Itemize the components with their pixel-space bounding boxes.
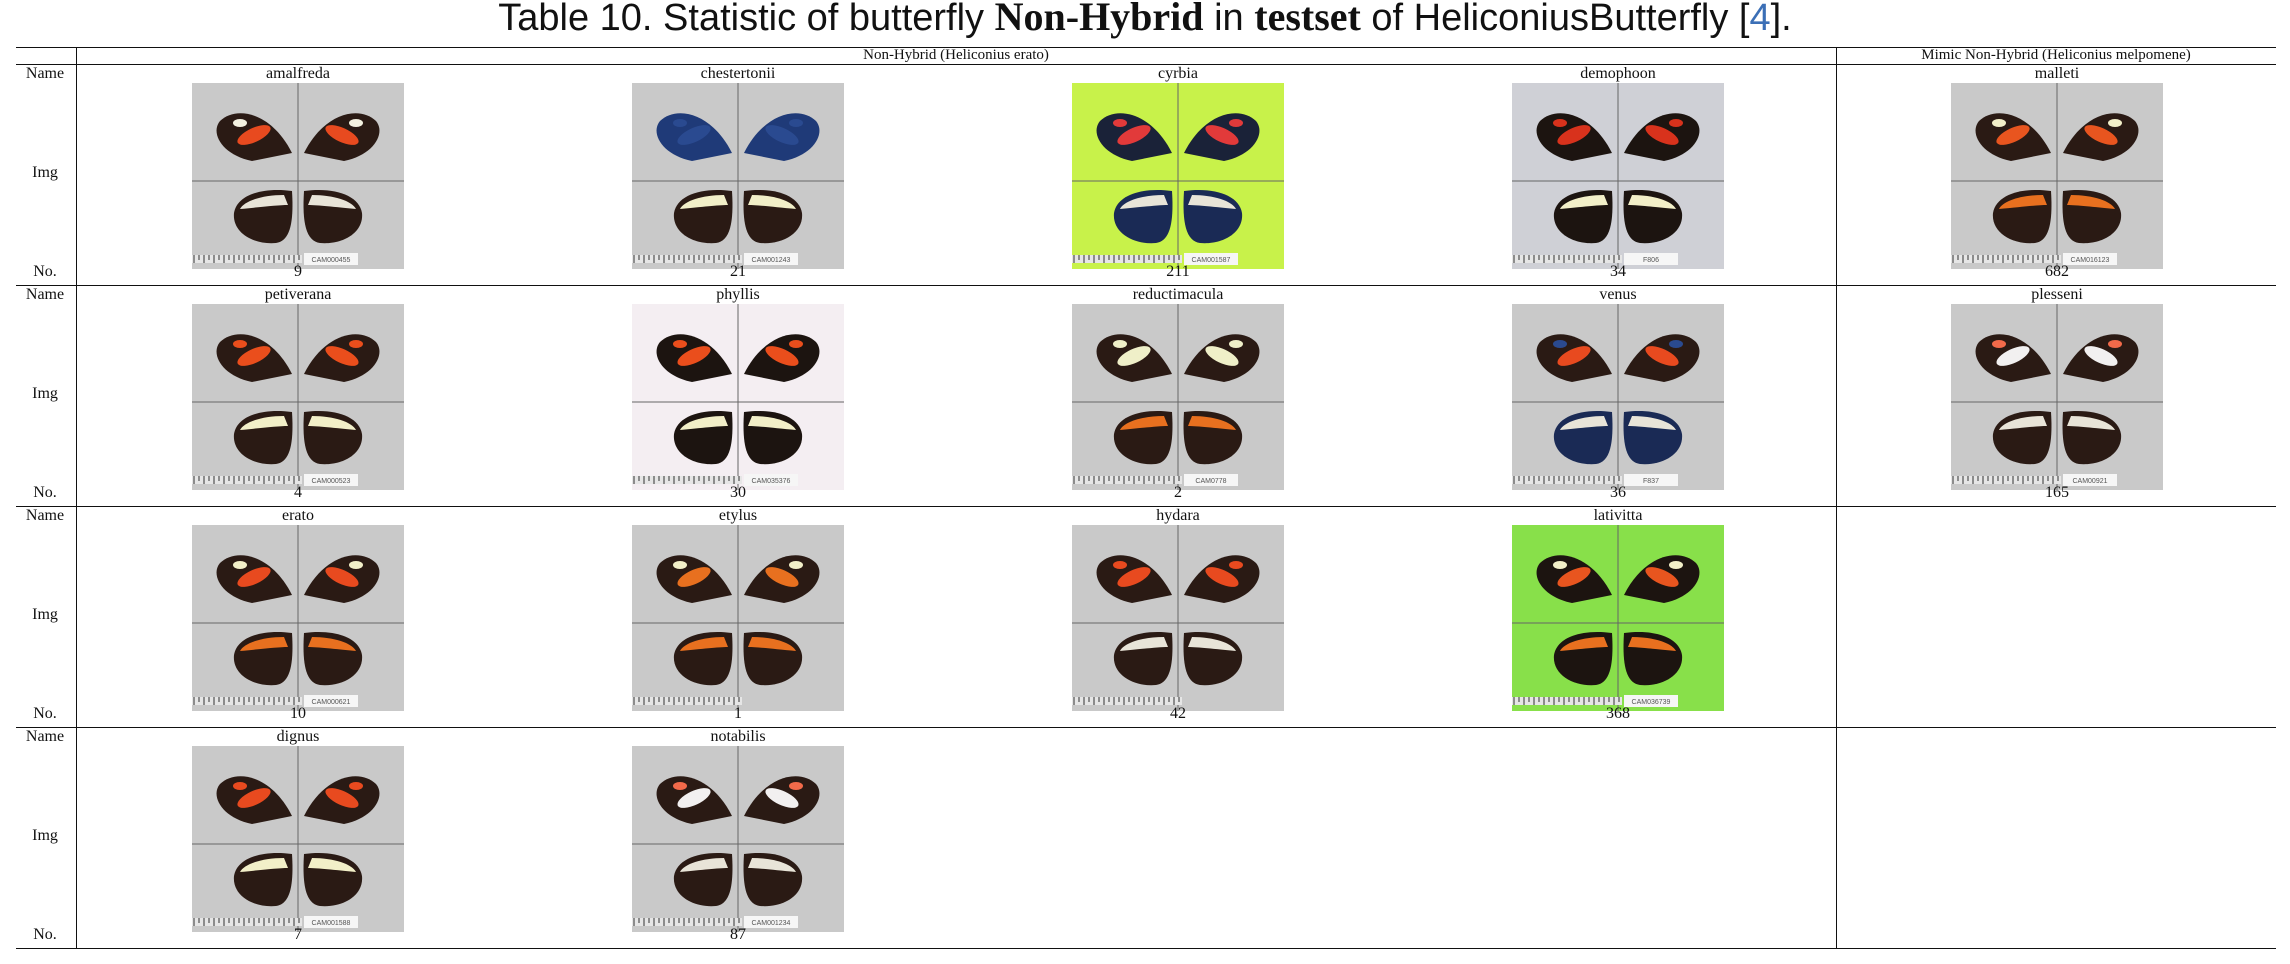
svg-text:CAM001587: CAM001587 — [1192, 257, 1231, 264]
species-name: dignus — [276, 728, 320, 745]
header-mimic-non-hybrid: Mimic Non-Hybrid (Heliconius melpomene) — [1921, 47, 2191, 63]
species-name: notabilis — [710, 728, 766, 745]
row-label-no: No. — [33, 926, 57, 943]
specimen-image: CAM001234 — [632, 746, 844, 932]
specimen-image: CAM035376 — [632, 304, 844, 490]
sample-count: 30 — [730, 484, 746, 501]
row-label-no: No. — [33, 263, 57, 280]
sample-count: 682 — [2045, 263, 2069, 280]
rule-row-2 — [16, 506, 2276, 507]
row-label-img: Img — [32, 606, 58, 623]
specimen-image: CAM016123 — [1951, 83, 2163, 269]
sample-count: 34 — [1610, 263, 1626, 280]
species-name: petiverana — [264, 286, 332, 303]
specimen-image: CAM001243 — [632, 83, 844, 269]
species-name: cyrbia — [1158, 65, 1198, 82]
sample-count: 1 — [734, 705, 742, 722]
sample-count: 2 — [1174, 484, 1182, 501]
svg-text:CAM001234: CAM001234 — [752, 920, 791, 927]
row-label-img: Img — [32, 164, 58, 181]
svg-text:CAM00921: CAM00921 — [2072, 478, 2107, 485]
sample-count: 7 — [294, 926, 302, 943]
sample-count: 9 — [294, 263, 302, 280]
specimen-image: F837 — [1512, 304, 1724, 490]
caption-after: of HeliconiusButterfly [ — [1360, 0, 1750, 39]
species-name: hydara — [1156, 507, 1200, 524]
species-name: reductimacula — [1132, 286, 1224, 303]
table-caption: Table 10. Statistic of butterfly Non-Hyb… — [0, 0, 2290, 37]
specimen-image: CAM001588 — [192, 746, 404, 932]
specimen-image: CAM00921 — [1951, 304, 2163, 490]
svg-text:CAM035376: CAM035376 — [752, 478, 791, 485]
species-name: venus — [1599, 286, 1637, 303]
row-label-name: Name — [25, 507, 65, 524]
row-label-name: Name — [25, 728, 65, 745]
row-label-name: Name — [25, 65, 65, 82]
rule-group-divider — [1836, 47, 1837, 949]
specimen-image: CAM001587 — [1072, 83, 1284, 269]
species-name: malleti — [2034, 65, 2080, 82]
specimen-image — [1072, 525, 1284, 711]
rule-row-3 — [16, 727, 2276, 728]
species-name: chestertonii — [700, 65, 776, 82]
caption-end: ]. — [1770, 0, 1792, 39]
species-name: lativitta — [1593, 507, 1643, 524]
svg-text:CAM0778: CAM0778 — [1195, 478, 1226, 485]
row-label-name: Name — [25, 286, 65, 303]
svg-text:CAM016123: CAM016123 — [2071, 257, 2110, 264]
rule-bottom — [16, 948, 2276, 949]
species-name: demophoon — [1580, 65, 1656, 82]
sample-count: 10 — [290, 705, 306, 722]
rule-header-bottom — [16, 64, 2276, 65]
sample-count: 368 — [1606, 705, 1630, 722]
sample-count: 42 — [1170, 705, 1186, 722]
svg-text:CAM001243: CAM001243 — [752, 257, 791, 264]
species-name: erato — [282, 507, 314, 524]
caption-bold-nonhybrid: Non-Hybrid — [994, 0, 1204, 39]
species-name: plesseni — [2031, 286, 2083, 303]
sample-count: 4 — [294, 484, 302, 501]
specimen-image: CAM000621 — [192, 525, 404, 711]
rule-row-1 — [16, 285, 2276, 286]
rule-label-column — [76, 47, 77, 949]
svg-text:CAM000455: CAM000455 — [312, 257, 351, 264]
specimen-image: CAM036739 — [1512, 525, 1724, 711]
sample-count: 211 — [1166, 263, 1190, 280]
svg-text:F837: F837 — [1643, 478, 1659, 485]
caption-mid: in — [1203, 0, 1255, 39]
svg-text:CAM000523: CAM000523 — [312, 478, 351, 485]
sample-count: 165 — [2045, 484, 2069, 501]
sample-count: 21 — [730, 263, 746, 280]
specimen-image: CAM0778 — [1072, 304, 1284, 490]
row-label-img: Img — [32, 385, 58, 402]
caption-bold-testset: testset — [1254, 0, 1361, 39]
row-label-no: No. — [33, 484, 57, 501]
sample-count: 36 — [1610, 484, 1626, 501]
row-label-img: Img — [32, 827, 58, 844]
caption-prefix: Table 10. Statistic of butterfly — [498, 0, 995, 39]
specimen-image: CAM000523 — [192, 304, 404, 490]
svg-text:F806: F806 — [1643, 257, 1659, 264]
specimen-image: CAM000455 — [192, 83, 404, 269]
species-name: etylus — [718, 507, 758, 524]
specimen-image — [632, 525, 844, 711]
species-name: amalfreda — [266, 65, 330, 82]
row-label-no: No. — [33, 705, 57, 722]
caption-citation-link[interactable]: 4 — [1749, 0, 1771, 39]
svg-text:CAM036739: CAM036739 — [1632, 699, 1671, 706]
svg-text:CAM000621: CAM000621 — [312, 699, 351, 706]
svg-text:CAM001588: CAM001588 — [312, 920, 351, 927]
specimen-image: F806 — [1512, 83, 1724, 269]
sample-count: 87 — [730, 926, 746, 943]
species-name: phyllis — [716, 286, 760, 303]
rule-top — [16, 47, 2276, 48]
header-non-hybrid: Non-Hybrid (Heliconius erato) — [863, 47, 1049, 63]
